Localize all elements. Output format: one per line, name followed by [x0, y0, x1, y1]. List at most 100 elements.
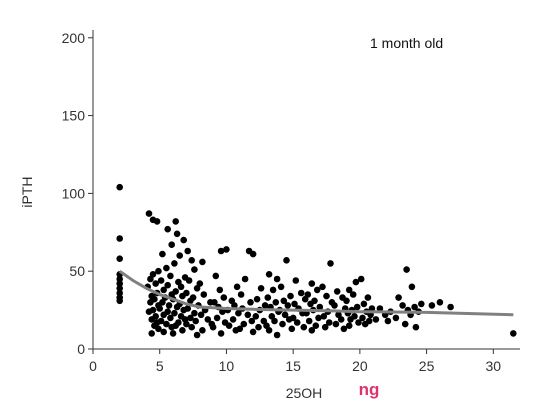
data-point	[292, 277, 300, 284]
data-point	[147, 299, 154, 306]
data-point	[116, 297, 123, 305]
data-point	[233, 283, 241, 291]
data-point	[169, 330, 177, 337]
data-point	[345, 286, 353, 294]
data-point	[152, 280, 159, 287]
data-point	[171, 309, 178, 317]
data-point	[360, 300, 368, 308]
data-point	[308, 327, 316, 334]
data-point	[179, 292, 186, 300]
data-point	[235, 309, 242, 317]
data-point	[217, 330, 225, 337]
data-point	[197, 311, 205, 319]
data-point	[264, 294, 272, 301]
data-point	[312, 322, 320, 330]
x-tick-label: 15	[285, 358, 301, 374]
x-tick-label: 30	[486, 358, 502, 374]
x-tick-label: 0	[89, 358, 97, 374]
data-point	[193, 285, 201, 292]
data-point	[213, 314, 221, 322]
data-point	[176, 252, 183, 259]
y-tick-label: 0	[77, 341, 85, 357]
data-point	[428, 302, 436, 309]
y-axis-ticks: 0 50 100 150 200	[62, 30, 93, 357]
data-point	[244, 311, 252, 319]
data-point	[232, 327, 240, 334]
data-point	[361, 320, 369, 328]
data-point	[193, 331, 201, 339]
data-point	[279, 320, 286, 328]
y-tick-label: 200	[62, 30, 86, 46]
x-axis-label: 25OH	[286, 385, 323, 401]
data-point	[116, 183, 123, 191]
data-point	[177, 283, 185, 291]
data-point	[265, 327, 273, 334]
data-point	[116, 280, 123, 287]
data-point	[211, 299, 218, 306]
data-point	[173, 303, 181, 311]
data-point	[321, 323, 329, 331]
data-point	[160, 286, 167, 294]
data-point	[333, 288, 341, 295]
x-tick-label: 25	[419, 358, 435, 374]
data-point	[319, 283, 326, 291]
data-point	[337, 316, 345, 323]
data-point	[148, 316, 155, 323]
data-point	[168, 323, 175, 331]
x-axis-ticks: 0 5 10 15 20 25 30	[89, 349, 501, 374]
data-point	[277, 283, 285, 291]
data-point	[240, 320, 248, 328]
data-point	[231, 302, 238, 309]
x-tick-label: 5	[156, 358, 164, 374]
data-point	[284, 302, 292, 309]
data-point	[164, 281, 171, 289]
data-point	[172, 218, 179, 225]
data-point	[293, 319, 301, 326]
data-point	[395, 294, 402, 301]
data-point	[287, 292, 294, 300]
data-point	[160, 328, 167, 336]
data-point	[313, 286, 321, 294]
y-tick-label: 100	[62, 185, 86, 201]
data-point	[159, 250, 166, 258]
data-point	[191, 266, 198, 273]
data-point	[273, 331, 281, 339]
data-point	[307, 300, 314, 308]
data-point	[368, 305, 376, 312]
data-point	[167, 314, 174, 322]
data-point	[179, 327, 186, 334]
data-point	[155, 267, 162, 275]
data-point	[168, 241, 175, 248]
data-point	[160, 311, 167, 319]
data-point	[155, 325, 162, 333]
data-point	[332, 320, 340, 328]
data-point	[273, 275, 281, 283]
data-point	[219, 308, 226, 316]
data-points	[116, 183, 517, 339]
data-point	[185, 277, 193, 284]
data-point	[510, 330, 517, 337]
data-point	[392, 314, 400, 322]
data-point	[249, 328, 257, 336]
data-point	[297, 289, 305, 297]
data-point	[411, 303, 418, 311]
data-point	[164, 225, 171, 233]
data-point	[147, 275, 154, 283]
data-point	[167, 272, 174, 280]
data-point	[225, 322, 233, 330]
data-point	[204, 316, 212, 323]
data-point	[249, 250, 257, 258]
data-point	[165, 302, 173, 309]
data-point	[331, 302, 338, 309]
data-point	[199, 327, 206, 334]
data-point	[283, 257, 290, 264]
data-point	[184, 247, 191, 255]
data-point	[199, 258, 206, 266]
data-point	[255, 323, 262, 331]
trend-line	[118, 269, 514, 317]
unit-label: ng	[359, 380, 380, 399]
x-tick-label: 10	[219, 358, 235, 374]
data-point	[187, 297, 194, 305]
data-point	[116, 235, 123, 242]
